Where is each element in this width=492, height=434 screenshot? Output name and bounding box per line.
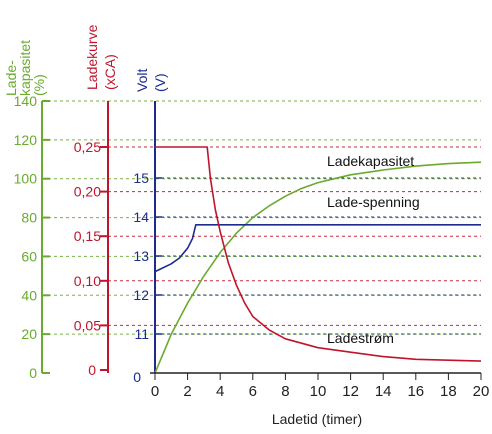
voltage-tick-label: 13 xyxy=(133,248,149,264)
voltage-curve xyxy=(154,224,481,273)
current-tick-label: 0,05 xyxy=(74,317,101,333)
x-tick-label: 4 xyxy=(216,383,224,400)
series-lines xyxy=(154,146,482,374)
voltage-title-line: (V) xyxy=(152,73,168,92)
series-label: Lade-spenning xyxy=(327,194,420,210)
capacity-tick-label: 140 xyxy=(14,93,38,109)
capacity-axis-title: Lade-kapasitet(%) xyxy=(3,40,47,96)
capacity-tick-label: 20 xyxy=(21,326,37,342)
voltage-axis-title: Volt (V) xyxy=(134,69,168,92)
voltage-tick-label: 15 xyxy=(133,170,149,186)
x-axis: 0 2 4 6 8 10 12 14 16 18 20 xyxy=(150,372,490,400)
series-label: Ladestrøm xyxy=(327,330,394,346)
x-tick-label: 8 xyxy=(281,383,289,400)
capacity-title-line: Lade- xyxy=(3,60,19,96)
series-labels: Ladekapasitet Lade-spenning Ladestrøm xyxy=(327,153,420,346)
current-curve xyxy=(155,146,482,362)
current-tick-label: 0,15 xyxy=(74,228,101,244)
x-tick-label: 20 xyxy=(473,383,490,400)
x-tick-label: 0 xyxy=(151,383,159,400)
voltage-title-line: Volt xyxy=(134,69,150,92)
current-title-line: Ladekurve xyxy=(84,24,100,90)
current-tick-label: 0 xyxy=(88,362,96,378)
capacity-curve xyxy=(154,161,482,374)
x-tick-label: 2 xyxy=(183,383,191,400)
voltage-tick-label: 0 xyxy=(133,369,141,385)
voltage-tick-label: 14 xyxy=(133,209,149,225)
voltage-axis: Volt (V) 0 11 12 13 14 15 xyxy=(133,69,168,385)
capacity-tick-label: 120 xyxy=(14,132,38,148)
current-axis: Ladekurve (xCA) 0 0,05 0,10 0,15 0,20 0,25 xyxy=(74,24,118,378)
voltage-tick-label: 12 xyxy=(133,287,149,303)
capacity-title-line: kapasitet xyxy=(17,40,33,96)
current-title-line: (xCA) xyxy=(102,54,118,90)
capacity-tick-label: 80 xyxy=(21,210,37,226)
x-tick-label: 10 xyxy=(310,383,327,400)
x-axis-title: Ladetid (timer) xyxy=(272,411,362,427)
capacity-tick-label: 0 xyxy=(29,365,37,381)
x-tick-label: 18 xyxy=(440,383,457,400)
capacity-title-line: (%) xyxy=(31,74,47,96)
x-tick-label: 14 xyxy=(375,383,392,400)
series-label: Ladekapasitet xyxy=(327,153,414,169)
x-tick-label: 12 xyxy=(342,383,359,400)
current-tick-label: 0,10 xyxy=(74,273,101,289)
capacity-tick-label: 60 xyxy=(21,248,37,264)
current-tick-label: 0,20 xyxy=(74,184,101,200)
voltage-tick-label: 11 xyxy=(134,326,149,342)
current-axis-title: Ladekurve (xCA) xyxy=(84,24,118,90)
x-tick-label: 6 xyxy=(249,383,257,400)
current-tick-label: 0,25 xyxy=(74,139,101,155)
capacity-tick-label: 100 xyxy=(14,171,38,187)
x-tick-label: 16 xyxy=(407,383,424,400)
capacity-axis: Lade-kapasitet(%) 0 20 40 60 80 100 120 140 xyxy=(3,40,50,381)
capacity-tick-label: 40 xyxy=(21,287,37,303)
